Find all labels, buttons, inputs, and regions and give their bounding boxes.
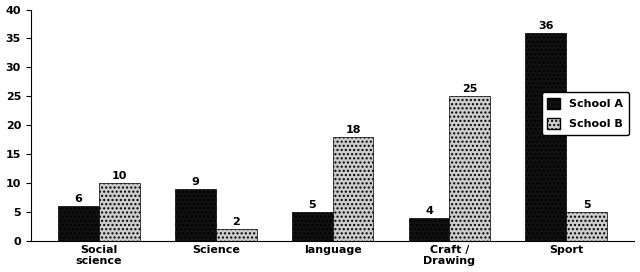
Bar [292, 212, 333, 241]
Text: 25: 25 [462, 85, 477, 94]
Bar [525, 33, 566, 241]
Text: 5: 5 [583, 200, 590, 210]
Text: 18: 18 [346, 125, 361, 135]
Bar [566, 212, 607, 241]
Bar [408, 218, 449, 241]
Text: 5: 5 [308, 200, 316, 210]
Legend: School A, School B: School A, School B [541, 92, 629, 135]
Text: 9: 9 [191, 177, 199, 187]
Bar [333, 137, 374, 241]
Text: 4: 4 [425, 206, 433, 216]
Text: 36: 36 [538, 21, 554, 31]
Text: 2: 2 [232, 217, 240, 227]
Text: 6: 6 [75, 194, 83, 204]
Bar [175, 189, 216, 241]
Text: 10: 10 [112, 171, 127, 181]
Bar [216, 229, 257, 241]
Bar [99, 183, 140, 241]
Bar [449, 96, 490, 241]
Bar [58, 206, 99, 241]
